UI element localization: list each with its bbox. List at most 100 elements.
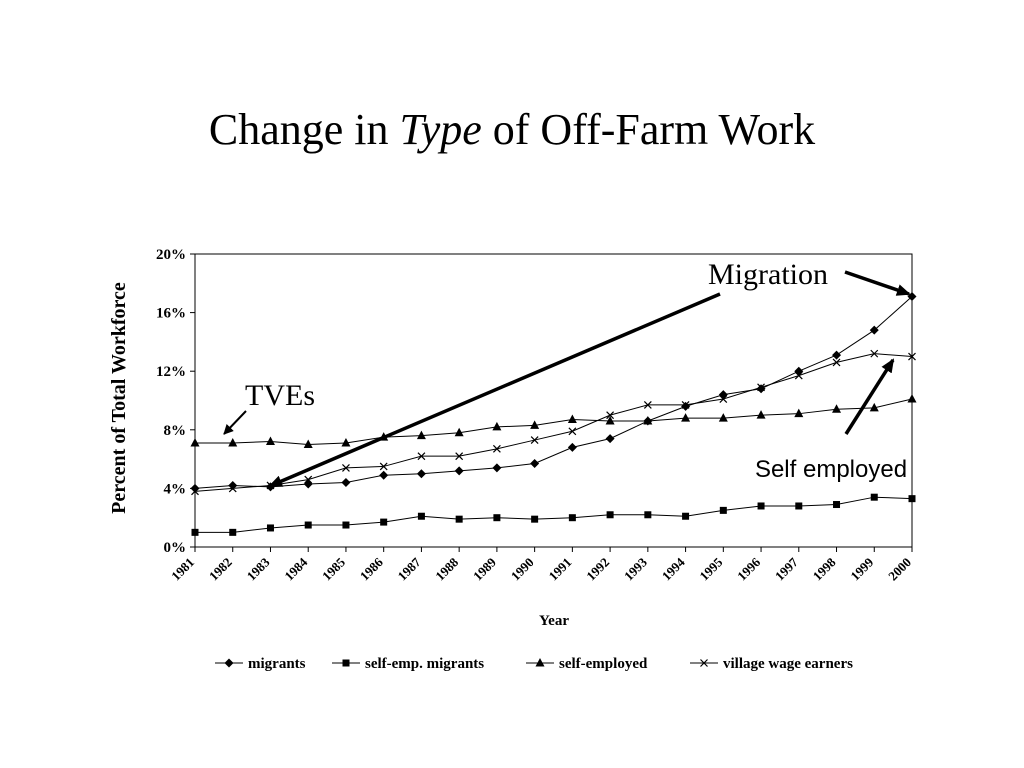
y-tick-label: 12% (156, 364, 186, 380)
data-point (190, 483, 200, 493)
data-point (454, 466, 464, 476)
data-point (417, 512, 425, 520)
arrow-tves (223, 410, 247, 435)
data-point (341, 478, 351, 488)
data-point (567, 414, 577, 424)
x-tick-label: 1995 (696, 554, 725, 583)
legend: migrants self-emp. migrants self-employed v… (215, 656, 853, 672)
y-tick-label: 16% (156, 306, 186, 322)
x-tick-label: 1983 (244, 554, 273, 583)
data-point (417, 452, 426, 461)
arrow-migration-label (844, 270, 911, 296)
data-point (380, 518, 388, 526)
x-tick-label: 1993 (621, 554, 650, 583)
data-point (869, 402, 879, 412)
legend-marker (224, 658, 234, 668)
data-point (191, 487, 199, 496)
data-point (757, 383, 765, 392)
title-text-2: of Off-Farm Work (481, 105, 816, 154)
x-tick-label: 2000 (885, 555, 914, 584)
x-tick-label: 1982 (206, 555, 235, 584)
legend-label: self-employed (559, 656, 648, 672)
data-point (228, 480, 238, 490)
data-point (681, 401, 691, 411)
data-point (531, 515, 539, 523)
data-point (530, 436, 539, 444)
annotation-tves: TVEs (245, 379, 315, 412)
data-point (191, 528, 199, 536)
data-point (907, 394, 917, 403)
series-line (195, 496, 913, 533)
data-point (756, 410, 766, 419)
arrow-self-employed (844, 358, 895, 435)
data-point (719, 395, 728, 403)
data-point (870, 349, 879, 358)
data-point (832, 404, 842, 413)
data-point (870, 493, 878, 501)
data-point (341, 437, 351, 447)
legend-item: self-emp. migrants (332, 656, 484, 672)
data-point (304, 521, 312, 529)
y-tick-label: 8% (164, 423, 187, 439)
data-point (719, 506, 727, 514)
data-point (606, 511, 614, 519)
data-point (643, 416, 653, 425)
series-line (194, 353, 913, 492)
y-tick-label: 4% (164, 481, 187, 497)
series-line (194, 296, 913, 489)
title-text-1: Change in (208, 105, 400, 154)
data-point (455, 515, 463, 523)
data-point (794, 408, 804, 418)
data-point (303, 439, 313, 448)
data-point (908, 352, 916, 361)
data-point (455, 452, 464, 461)
data-point (869, 325, 879, 335)
data-point (718, 413, 728, 422)
data-point (492, 444, 501, 453)
y-tick-label: 20% (156, 247, 186, 263)
data-point (644, 511, 652, 519)
data-point (605, 434, 615, 444)
data-point (832, 358, 841, 367)
data-point (454, 427, 464, 437)
data-point (265, 436, 275, 446)
x-tick-label: 1989 (470, 554, 499, 583)
data-point (795, 502, 803, 510)
legend-label: village wage earners (723, 656, 853, 672)
x-tick-label: 1992 (583, 555, 612, 584)
series-self-emp-migrants (191, 493, 916, 536)
data-point (682, 512, 690, 520)
x-tick-label: 1988 (432, 554, 461, 583)
data-point (416, 469, 426, 479)
slide-title: Change in Type of Off-Farm Work (0, 104, 1024, 155)
data-point (229, 528, 237, 536)
data-point (833, 501, 841, 509)
data-point (567, 442, 577, 452)
data-point (605, 416, 615, 425)
x-tick-label: 1991 (545, 555, 574, 584)
data-point (908, 495, 916, 503)
data-point (643, 400, 652, 409)
data-point (568, 427, 577, 436)
legend-label: self-emp. migrants (365, 656, 484, 672)
data-point (379, 470, 389, 480)
x-axis-label: Year (539, 613, 569, 629)
annotation-migration: Migration (708, 258, 828, 291)
data-point (530, 420, 540, 429)
data-point (681, 400, 690, 409)
data-point (304, 475, 313, 484)
y-axis-label: Percent of Total Workforce (108, 282, 130, 514)
legend-label: migrants (248, 656, 306, 672)
x-tick-label: 1998 (810, 554, 839, 583)
data-point (493, 514, 501, 522)
x-tick-label: 1981 (168, 555, 197, 584)
data-point (492, 421, 502, 431)
x-tick-label: 1997 (772, 554, 801, 583)
legend-item: migrants (215, 656, 306, 672)
legend-marker (700, 659, 708, 667)
legend-marker (535, 658, 545, 667)
data-point (492, 463, 502, 473)
x-tick-label: 1999 (847, 554, 876, 583)
data-point (190, 437, 200, 447)
